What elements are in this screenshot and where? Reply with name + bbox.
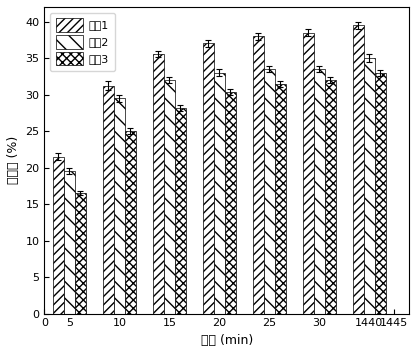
Bar bbox=[314, 69, 325, 314]
Bar bbox=[325, 80, 336, 314]
Bar bbox=[275, 84, 286, 314]
Bar bbox=[353, 25, 364, 314]
Bar bbox=[303, 33, 314, 314]
Bar bbox=[375, 73, 386, 314]
Bar bbox=[175, 108, 186, 314]
Bar bbox=[75, 193, 86, 314]
Bar bbox=[53, 156, 64, 314]
Bar bbox=[164, 80, 175, 314]
Bar bbox=[214, 73, 225, 314]
Bar bbox=[103, 86, 114, 314]
Bar bbox=[225, 92, 236, 314]
Bar bbox=[153, 55, 164, 314]
Bar bbox=[364, 58, 375, 314]
Y-axis label: 含水量 (%): 含水量 (%) bbox=[7, 136, 20, 184]
Bar bbox=[114, 98, 125, 314]
Bar bbox=[64, 171, 75, 314]
Bar bbox=[125, 131, 136, 314]
Bar bbox=[264, 69, 275, 314]
Legend: 样品1, 样品2, 样品3: 样品1, 样品2, 样品3 bbox=[50, 12, 115, 71]
Bar bbox=[203, 44, 214, 314]
Bar bbox=[253, 36, 264, 314]
X-axis label: 时间 (min): 时间 (min) bbox=[201, 334, 253, 347]
